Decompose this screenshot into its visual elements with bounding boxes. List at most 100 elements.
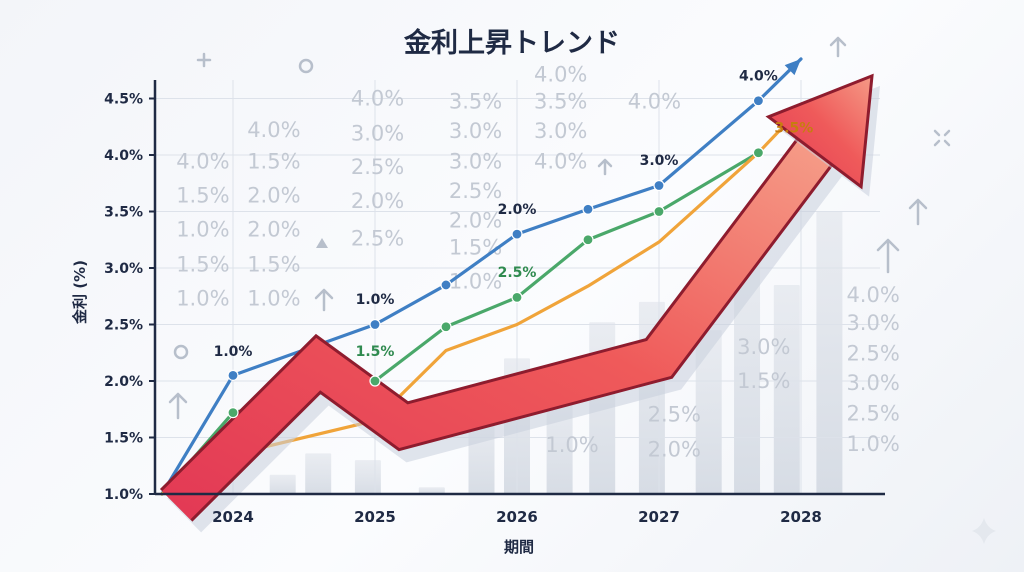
x-tick-label: 2024 [212,508,254,526]
series-point-blue [582,203,594,215]
data-label: 1.0% [214,344,253,360]
chart-title: 金利上昇トレンド [403,27,620,59]
background-number: 1.5% [247,252,300,276]
background-number: 4.0% [534,150,587,174]
background-number: 1.5% [176,252,229,276]
background-bar [305,453,332,494]
series-point-blue [752,95,765,107]
background-number: 4.0% [351,86,404,110]
background-number: 3.5% [449,90,502,114]
background-number: 4.0% [846,283,899,307]
data-label: 3.0% [640,153,679,169]
background-number: 2.5% [449,179,502,203]
series-arrowhead-blue [784,58,801,76]
data-labels: 1.0% 1.0% 2.0% 3.0% 4.0% 1.5% 2.5% 3.5% [214,68,814,360]
up-arrow-icon [876,238,900,274]
up-arrow-icon [829,36,847,58]
series-point-blue [369,318,381,331]
background-number: 1.0% [247,286,300,310]
series-point-blue [440,279,452,291]
x-tick-label: 2025 [354,508,396,526]
trend-arrow [159,73,880,533]
y-tick-label: 3.5% [104,205,143,221]
y-axis-label: 金利 (%) [71,260,89,325]
series-point-green [440,321,452,333]
background-number: 1.5% [176,183,229,207]
background-bar [695,330,722,494]
background-number: 2.0% [247,183,300,207]
data-label: 1.5% [356,344,395,360]
background-number: 2.5% [351,226,404,250]
series-point-blue [511,228,523,240]
series-point-green [752,147,765,159]
x-axis-label: 期間 [504,538,534,556]
background-number: 2.5% [846,402,899,426]
background-numbers: 4.0%1.5%2.0%2.0%1.5%1.0%4.0%1.5%1.0%1.5%… [176,63,900,462]
background-number: 1.0% [545,433,598,457]
up-arrow-icon [597,158,613,176]
background-number: 1.5% [737,369,790,393]
background-bar [269,474,296,494]
series-point-green [653,205,665,218]
background-number: 4.0% [176,150,229,174]
x-tick-label: 2027 [638,508,680,526]
background-number: 1.0% [176,286,229,310]
up-arrow-icon [168,392,188,420]
background-number: 2.5% [351,155,404,179]
x-tick-labels: 2024 2025 2026 2027 2028 [212,508,822,526]
series-point-blue [653,179,665,192]
background-number: 2.5% [648,403,701,427]
background-number: 3.0% [534,119,587,143]
series-point-green [582,234,594,246]
background-number: 2.0% [449,208,502,232]
data-label: 1.0% [356,292,395,308]
data-label: 2.5% [498,265,537,281]
background-number: 1.0% [176,217,229,241]
background-number: 1.0% [449,269,502,293]
background-number: 3.0% [449,119,502,143]
x-tick-label: 2028 [780,508,822,526]
data-label: 3.5% [774,120,813,136]
background-bar [773,284,800,494]
trend-arrow-shaft [162,139,831,520]
background-bar [418,487,445,494]
background-number: 1.0% [846,432,899,456]
background-number: 3.5% [534,90,587,114]
y-tick-label: 4.5% [104,92,143,108]
trend-arrowhead [765,73,874,190]
y-tick-label: 2.0% [104,374,143,390]
triangle-icon [316,238,328,248]
up-arrow-icon [314,288,334,312]
series-point-blue [227,369,239,381]
circle-icon [298,58,314,74]
background-number: 2.0% [648,438,701,462]
data-label: 4.0% [739,68,778,84]
data-label: 2.0% [498,202,537,218]
background-number: 2.0% [247,217,300,241]
background-number: 1.5% [449,235,502,259]
up-arrow-icon [908,198,928,226]
background-bar [354,460,381,494]
background-number: 1.5% [247,150,300,174]
background-number: 3.0% [449,150,502,174]
background-bar [816,211,843,494]
circle-icon [173,344,189,360]
y-tick-label: 3.0% [104,261,143,277]
y-tick-label: 1.5% [104,431,143,447]
background-number: 2.0% [351,189,404,213]
sparkle-x-icon [933,129,951,147]
background-number: 2.5% [846,342,899,366]
series-markers [227,95,765,419]
plus-icon [196,52,212,68]
background-number: 4.0% [534,63,587,87]
y-tick-label: 1.0% [104,487,143,503]
series-point-green [227,407,239,419]
series-point-green [369,375,381,387]
sparkle-icon [972,518,996,544]
y-tick-labels: 1.0% 1.5% 2.0% 2.5% 3.0% 3.5% 4.0% 4.5% [104,92,155,503]
background-number: 4.0% [247,118,300,142]
background-number: 3.0% [846,371,899,395]
decorations [168,36,996,544]
background-number: 3.0% [351,121,404,145]
